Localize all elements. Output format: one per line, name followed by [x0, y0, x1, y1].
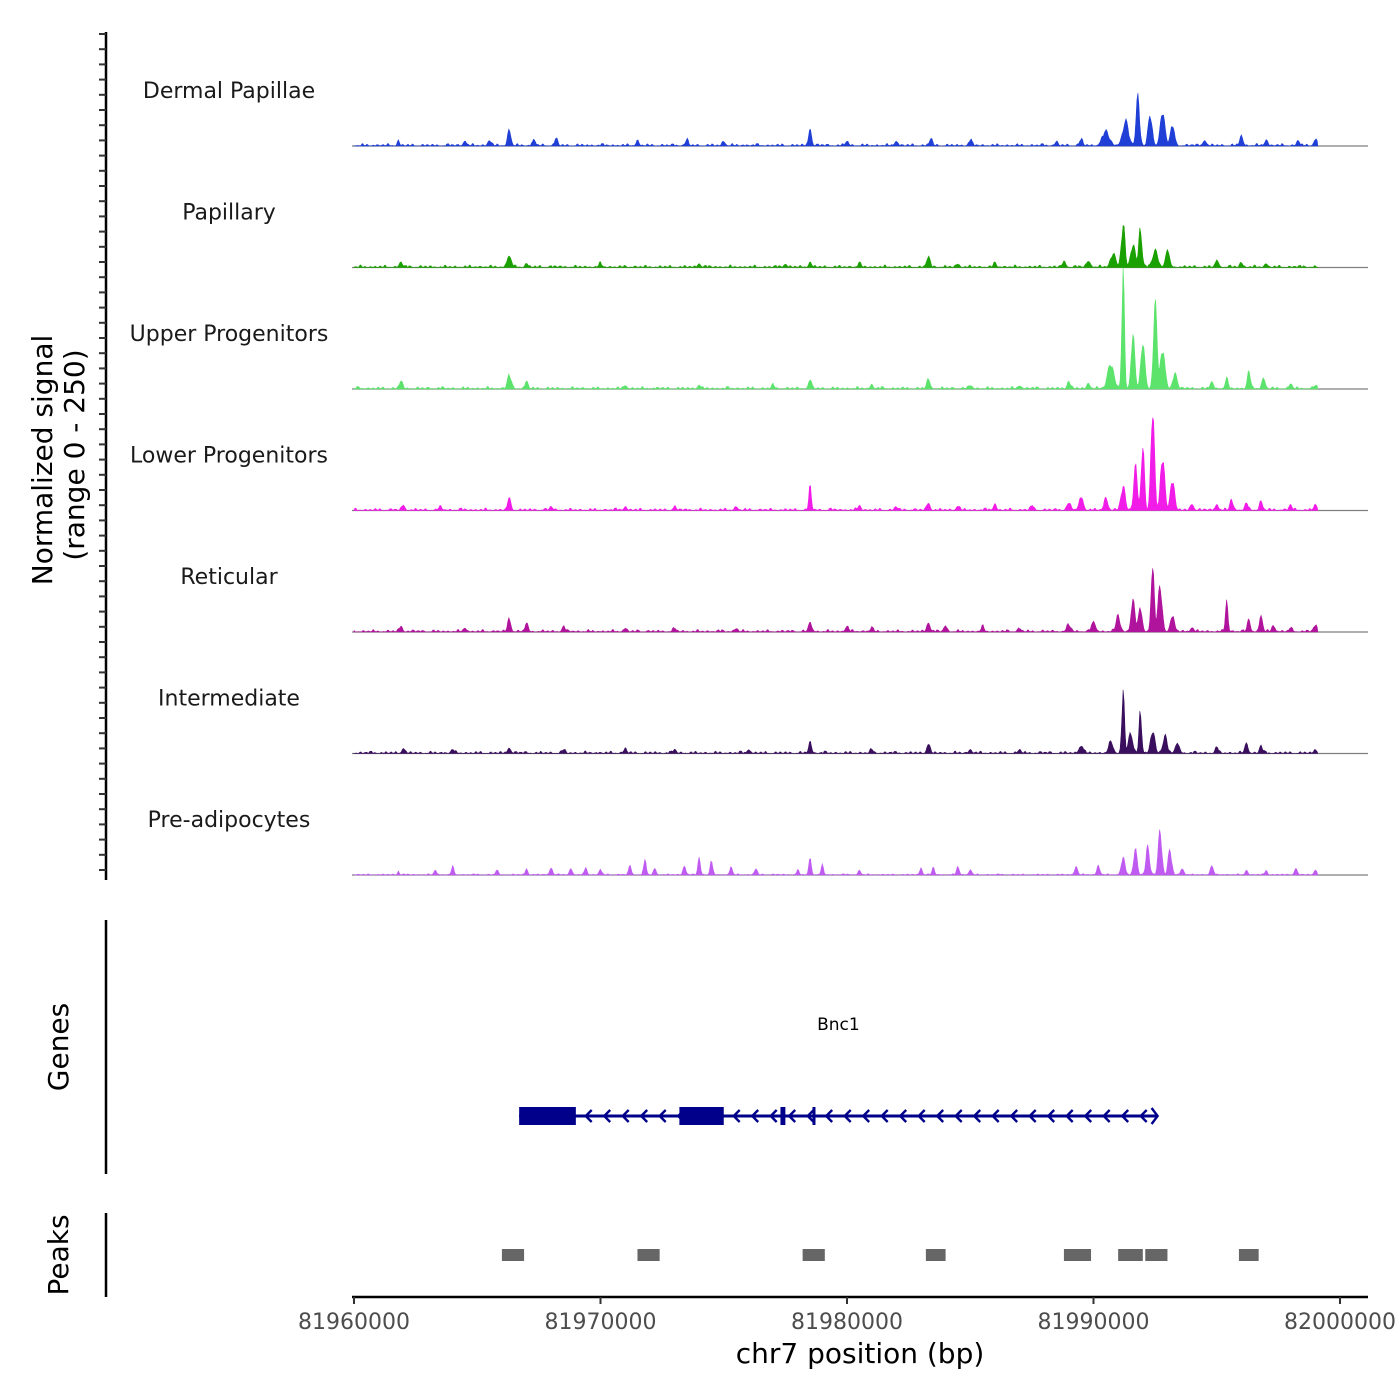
gene-exon [780, 1107, 786, 1125]
gene-strand-arrow [1009, 1109, 1019, 1123]
peak-region [1118, 1249, 1143, 1261]
gene-strand-arrow [861, 1109, 871, 1123]
x-tick-label: 82000000 [1284, 1310, 1396, 1335]
signal-tracks: Dermal Papillae Papillary Upper Progenitor… [130, 79, 1368, 876]
track-label: Dermal Papillae [143, 79, 315, 104]
gene-strand-arrow [639, 1109, 649, 1123]
gene-strand-arrow [1139, 1109, 1148, 1123]
track-label: Upper Progenitors [130, 322, 329, 347]
y-axis-title-line2: (range 0 - 250) [58, 349, 91, 560]
gene-strand-arrow [935, 1109, 945, 1123]
gene-strand-arrow [1046, 1109, 1056, 1123]
track-label: Reticular [180, 565, 278, 590]
genes-panel-label: Genes [42, 1003, 75, 1091]
gene-strand-arrow [880, 1109, 889, 1123]
gene-strand-arrow [1083, 1109, 1093, 1123]
gene-strand-arrow [787, 1109, 797, 1123]
x-tick-label: 81970000 [545, 1310, 657, 1335]
gene-end-marker [1150, 1107, 1160, 1125]
peak-regions [501, 1249, 1259, 1261]
gene-strand-arrow [732, 1109, 741, 1123]
track-signal-area [353, 689, 1319, 754]
gene-exon [812, 1107, 816, 1125]
peak-region [1063, 1249, 1092, 1261]
gene-strand-arrow [1065, 1109, 1074, 1123]
coverage-y-ticks [99, 33, 106, 871]
gene-model [519, 1107, 1160, 1125]
track-label: Intermediate [158, 687, 300, 712]
track-label: Lower Progenitors [130, 444, 328, 469]
track-signal-area [353, 267, 1319, 390]
gene-exon [679, 1107, 724, 1125]
gene-strand-arrow [843, 1109, 852, 1123]
gene-strand-arrow [1102, 1109, 1111, 1123]
x-axis-title: chr7 position (bp) [736, 1337, 985, 1370]
x-tick-label: 81990000 [1038, 1310, 1150, 1335]
gene-strand-arrow [1120, 1109, 1130, 1123]
x-axis-ticks: 81960000 81970000 81980000 81990000 82000000 [298, 1297, 1396, 1335]
gene-strand-arrow [991, 1109, 1000, 1123]
peak-region [501, 1249, 525, 1261]
gene-name-label: Bnc1 [817, 1015, 860, 1035]
track-label: Papillary [182, 201, 276, 226]
gene-strand-arrow [602, 1109, 612, 1123]
track-signal-area [353, 224, 1319, 268]
y-axis-title-line1: Normalized signal [26, 335, 59, 586]
peak-region [1145, 1249, 1168, 1261]
peaks-panel-label: Peaks [42, 1214, 75, 1295]
gene-strand-arrow [1028, 1109, 1037, 1123]
gene-exon [519, 1107, 576, 1125]
gene-strand-arrow [750, 1109, 760, 1123]
gene-strand-arrow [621, 1109, 630, 1123]
gene-strand-arrow [824, 1109, 834, 1123]
peak-region [637, 1249, 660, 1261]
gene-strand-arrow [584, 1109, 593, 1123]
gene-strand-arrow [806, 1109, 815, 1123]
peak-region [802, 1249, 825, 1261]
x-tick-label: 81980000 [791, 1310, 903, 1335]
gene-strand-arrow [954, 1109, 963, 1123]
track-signal-area [353, 829, 1319, 876]
gene-strand-arrow [917, 1109, 926, 1123]
x-tick-label: 81960000 [298, 1310, 410, 1335]
peak-region [925, 1249, 946, 1261]
gene-strand-arrow [972, 1109, 982, 1123]
gene-strand-arrow [658, 1109, 667, 1123]
track-label: Pre-adipocytes [148, 808, 311, 833]
track-signal-area [353, 93, 1319, 147]
gene-strand-arrow [769, 1109, 778, 1123]
peak-region [1238, 1249, 1259, 1261]
gene-strand-arrow [898, 1109, 908, 1123]
track-signal-area [353, 417, 1319, 511]
track-signal-area [353, 568, 1319, 633]
